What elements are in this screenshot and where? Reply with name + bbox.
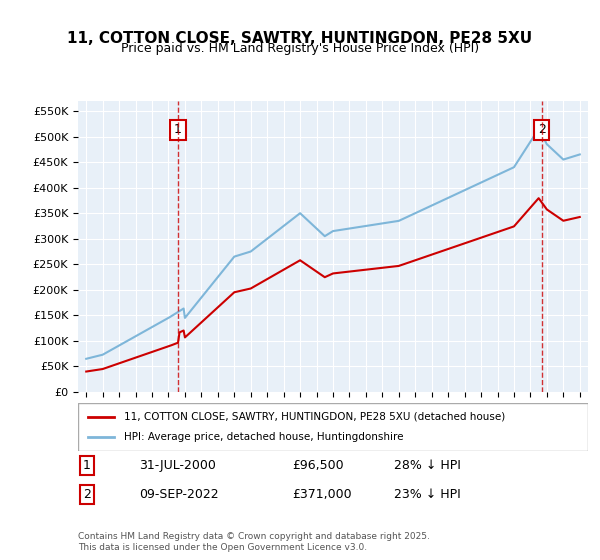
Text: 2: 2 <box>538 123 546 137</box>
Text: 11, COTTON CLOSE, SAWTRY, HUNTINGDON, PE28 5XU: 11, COTTON CLOSE, SAWTRY, HUNTINGDON, PE… <box>67 31 533 46</box>
Text: 31-JUL-2000: 31-JUL-2000 <box>139 459 216 472</box>
Text: £96,500: £96,500 <box>292 459 344 472</box>
Text: 28% ↓ HPI: 28% ↓ HPI <box>394 459 461 472</box>
Text: 1: 1 <box>174 123 182 137</box>
Text: Contains HM Land Registry data © Crown copyright and database right 2025.
This d: Contains HM Land Registry data © Crown c… <box>78 532 430 552</box>
Text: Price paid vs. HM Land Registry's House Price Index (HPI): Price paid vs. HM Land Registry's House … <box>121 42 479 55</box>
FancyBboxPatch shape <box>78 403 588 451</box>
Text: 1: 1 <box>83 459 91 472</box>
Text: £371,000: £371,000 <box>292 488 352 501</box>
Text: 09-SEP-2022: 09-SEP-2022 <box>139 488 219 501</box>
Text: HPI: Average price, detached house, Huntingdonshire: HPI: Average price, detached house, Hunt… <box>124 432 403 442</box>
Text: 2: 2 <box>83 488 91 501</box>
Text: 11, COTTON CLOSE, SAWTRY, HUNTINGDON, PE28 5XU (detached house): 11, COTTON CLOSE, SAWTRY, HUNTINGDON, PE… <box>124 412 505 422</box>
Text: 23% ↓ HPI: 23% ↓ HPI <box>394 488 461 501</box>
